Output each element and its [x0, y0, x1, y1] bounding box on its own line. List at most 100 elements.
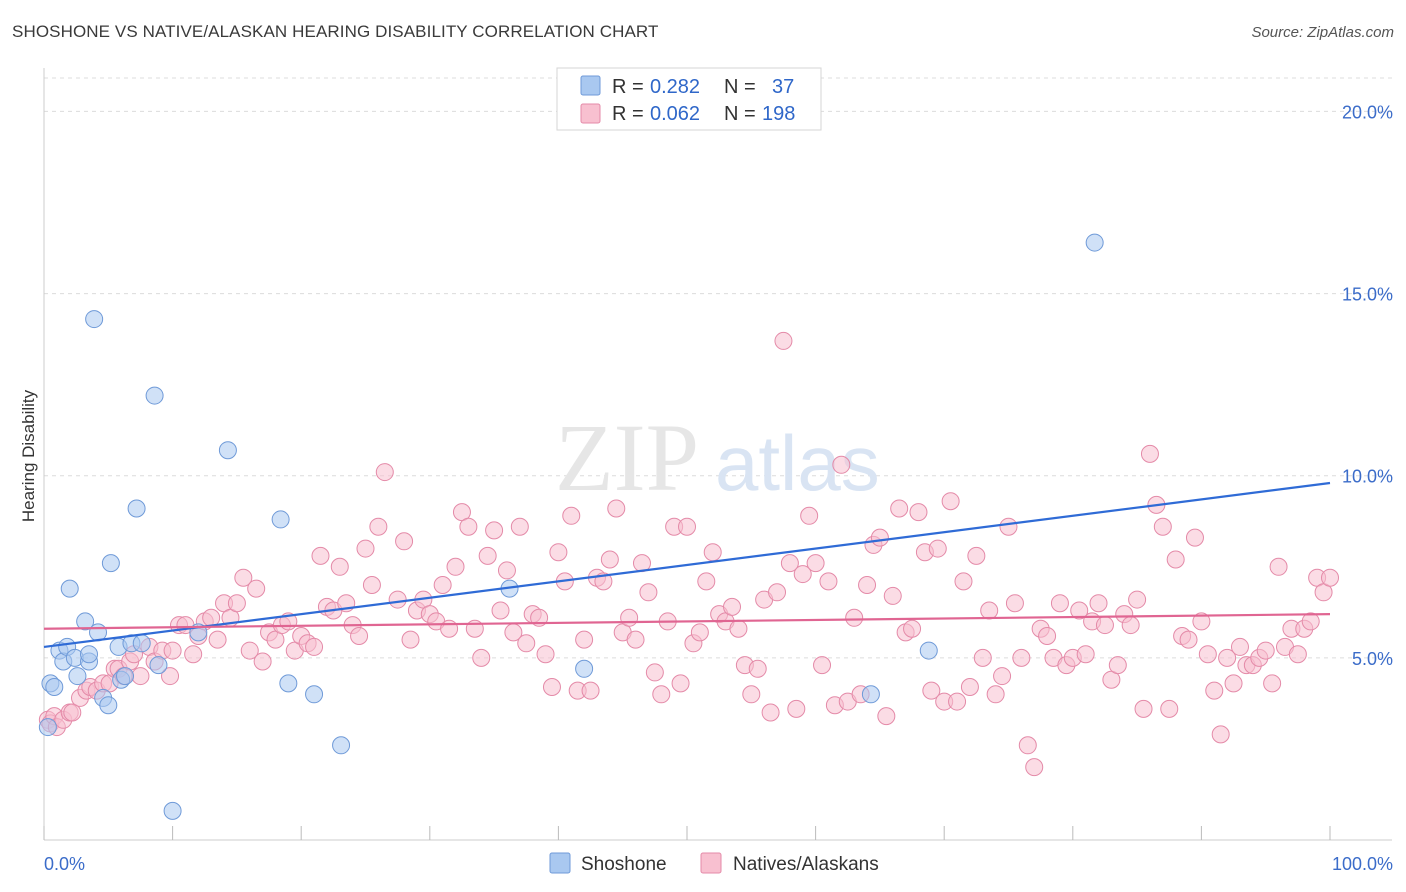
y-tick-label: 10.0% — [1342, 467, 1393, 487]
natives-point — [645, 663, 664, 682]
natives-point — [626, 630, 645, 649]
natives-point — [491, 601, 510, 620]
natives-point — [536, 645, 555, 664]
natives-point — [761, 703, 780, 722]
natives-point — [446, 557, 465, 576]
natives-point — [697, 572, 716, 591]
axes — [43, 68, 1392, 841]
y-tick-label: 15.0% — [1342, 285, 1393, 305]
natives-point — [723, 597, 742, 616]
natives-point — [819, 572, 838, 591]
legend-r-label: R = — [612, 103, 644, 125]
natives-point — [690, 623, 709, 642]
natives-point — [620, 608, 639, 627]
natives-point — [967, 546, 986, 565]
legend-n-value: 198 — [762, 103, 795, 125]
natives-point — [1269, 557, 1288, 576]
shoshone-point — [68, 667, 87, 686]
natives-point — [497, 561, 516, 580]
natives-point — [161, 667, 180, 686]
natives-point — [999, 517, 1018, 536]
shoshone-point — [271, 510, 290, 529]
natives-point — [1166, 550, 1185, 569]
natives-point — [311, 546, 330, 565]
natives-point — [748, 659, 767, 678]
shoshone-point — [149, 656, 168, 675]
natives-point — [362, 576, 381, 594]
natives-point — [240, 641, 259, 660]
natives-point — [375, 463, 394, 482]
natives-point — [639, 583, 658, 602]
shoshone-point — [85, 310, 104, 329]
natives-point — [433, 576, 452, 594]
natives-point — [793, 565, 812, 584]
natives-point — [806, 554, 825, 573]
natives-point — [600, 550, 619, 569]
natives-point — [517, 634, 536, 653]
natives-point — [575, 630, 594, 649]
natives-point — [742, 685, 761, 704]
natives-point — [356, 539, 375, 558]
natives-point — [459, 517, 478, 536]
natives-point — [388, 590, 407, 609]
series-natives-points — [38, 331, 1339, 777]
shoshone-point — [60, 579, 79, 598]
natives-point — [870, 528, 889, 547]
shoshone-point — [861, 685, 880, 704]
natives-point — [227, 594, 246, 613]
natives-point — [1089, 594, 1108, 613]
natives-point — [1256, 641, 1275, 660]
natives-point — [562, 506, 581, 525]
natives-point — [1160, 699, 1179, 718]
shoshone-point — [132, 634, 151, 653]
natives-point — [813, 656, 832, 675]
natives-point — [330, 557, 349, 576]
chart-title: SHOSHONE VS NATIVE/ALASKAN HEARING DISAB… — [12, 22, 659, 41]
legend-r-value: 0.062 — [650, 103, 700, 125]
natives-point — [954, 572, 973, 591]
natives-point — [1025, 758, 1044, 777]
natives-point — [1095, 616, 1114, 635]
natives-point — [671, 674, 690, 693]
natives-point — [948, 692, 967, 711]
natives-point — [1263, 674, 1282, 693]
natives-point — [478, 546, 497, 565]
natives-point — [768, 583, 787, 602]
natives-point — [234, 568, 253, 587]
natives-point — [485, 521, 504, 540]
shoshone-point — [76, 612, 95, 631]
watermark: ZIP atlas — [555, 404, 880, 511]
natives-point — [1005, 594, 1024, 613]
natives-point — [1218, 648, 1237, 667]
shoshone-point — [575, 659, 594, 678]
x-tick-labels: 0.0% 100.0% — [44, 854, 1393, 874]
trend-line-shoshone — [43, 481, 1331, 649]
natives-point — [607, 499, 626, 518]
natives-point — [903, 619, 922, 638]
natives-point — [549, 543, 568, 562]
natives-point — [729, 619, 748, 638]
natives-point — [1070, 601, 1089, 620]
source-label: Source: ZipAtlas.com — [1251, 24, 1394, 41]
natives-point — [993, 667, 1012, 686]
natives-point — [1076, 645, 1095, 664]
legend-n-label: N = — [724, 76, 756, 98]
natives-point — [63, 703, 82, 722]
natives-point — [941, 492, 960, 511]
natives-point — [1012, 648, 1031, 667]
natives-point — [1198, 645, 1217, 664]
legend-swatch-shoshone — [580, 75, 601, 96]
natives-point — [1134, 699, 1153, 718]
shoshone-point — [127, 499, 146, 518]
natives-point — [1140, 444, 1159, 463]
legend-bottom: Shoshone Natives/Alaskans — [549, 852, 879, 875]
legend-bottom-swatch-shoshone — [549, 852, 571, 874]
natives-point — [1185, 528, 1204, 547]
natives-point — [909, 503, 928, 522]
legend-r-value: 0.282 — [650, 76, 700, 98]
natives-point — [922, 681, 941, 700]
natives-point — [883, 586, 902, 605]
natives-point — [1121, 616, 1140, 635]
natives-point — [1179, 630, 1198, 649]
